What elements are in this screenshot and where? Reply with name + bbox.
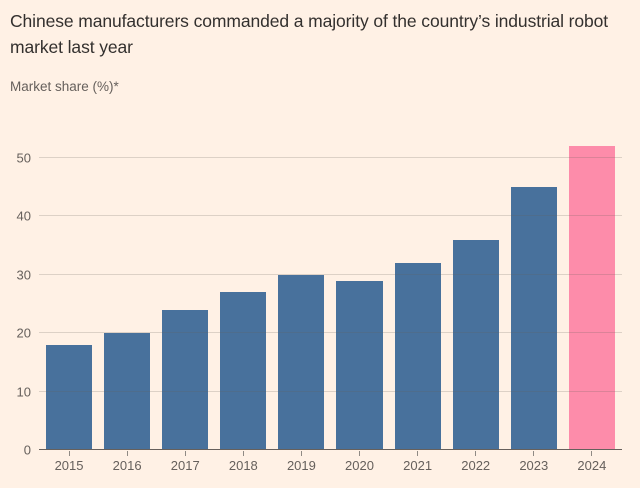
x-tick xyxy=(591,451,593,456)
bar-2023 xyxy=(510,187,557,450)
x-tick xyxy=(68,451,70,456)
x-axis-cell: 2023 xyxy=(511,451,557,473)
bar-2015 xyxy=(46,344,93,450)
y-tick-label: 20 xyxy=(16,325,31,341)
bar-2018 xyxy=(220,292,267,450)
x-axis-cell: 2017 xyxy=(162,451,208,473)
gridline-10 xyxy=(39,390,622,392)
y-tick-label: 10 xyxy=(16,384,31,400)
x-tick-label: 2016 xyxy=(112,458,142,473)
y-tick-label: 40 xyxy=(16,208,31,224)
x-tick xyxy=(126,451,128,456)
x-axis-cell: 2016 xyxy=(104,451,150,473)
bar-2016 xyxy=(104,333,151,450)
x-tick-label: 2015 xyxy=(54,458,84,473)
bar-2024 xyxy=(568,146,615,450)
x-axis-cell: 2022 xyxy=(453,451,499,473)
x-tick xyxy=(359,451,361,456)
x-tick-label: 2021 xyxy=(403,458,433,473)
chart-title: Chinese manufacturers commanded a majori… xyxy=(10,11,609,57)
x-tick xyxy=(242,451,244,456)
gridline-30 xyxy=(39,273,622,275)
gridline-50 xyxy=(39,156,622,158)
x-tick-label: 2019 xyxy=(286,458,316,473)
x-tick xyxy=(475,451,477,456)
x-axis: 2015 2016 2017 2018 2019 2020 2021 2022 2023 2024 xyxy=(39,451,622,473)
x-axis-cell: 2021 xyxy=(395,451,441,473)
x-tick xyxy=(300,451,302,456)
bar-2020 xyxy=(336,280,383,450)
gridline-40 xyxy=(39,215,622,217)
x-axis-cell: 2020 xyxy=(336,451,382,473)
y-tick-label: 50 xyxy=(16,150,31,166)
plot-area: 0 10 20 30 40 50 xyxy=(17,131,622,457)
x-tick-label: 2023 xyxy=(519,458,549,473)
y-tick-label: 0 xyxy=(23,442,31,458)
x-tick-label: 2024 xyxy=(577,458,607,473)
x-axis-line xyxy=(39,449,622,450)
bar-2019 xyxy=(278,274,325,450)
x-tick xyxy=(417,451,419,456)
x-axis-cell: 2019 xyxy=(278,451,324,473)
gridline-20 xyxy=(39,332,622,334)
bar-2022 xyxy=(452,239,499,450)
x-tick-label: 2020 xyxy=(345,458,374,473)
x-tick xyxy=(184,451,186,456)
x-axis-cell: 2018 xyxy=(220,451,266,473)
x-tick xyxy=(533,451,535,456)
x-axis-cell: 2024 xyxy=(569,451,615,473)
x-tick-label: 2017 xyxy=(170,458,200,473)
chart-subtitle: Market share (%)* xyxy=(10,79,119,94)
x-axis-cell: 2015 xyxy=(46,451,92,473)
y-tick-label: 30 xyxy=(16,267,31,283)
x-tick-label: 2018 xyxy=(228,458,258,473)
bar-2021 xyxy=(394,263,441,450)
bars-group xyxy=(39,131,622,450)
bar-2017 xyxy=(162,309,209,450)
x-tick-label: 2022 xyxy=(461,458,491,473)
